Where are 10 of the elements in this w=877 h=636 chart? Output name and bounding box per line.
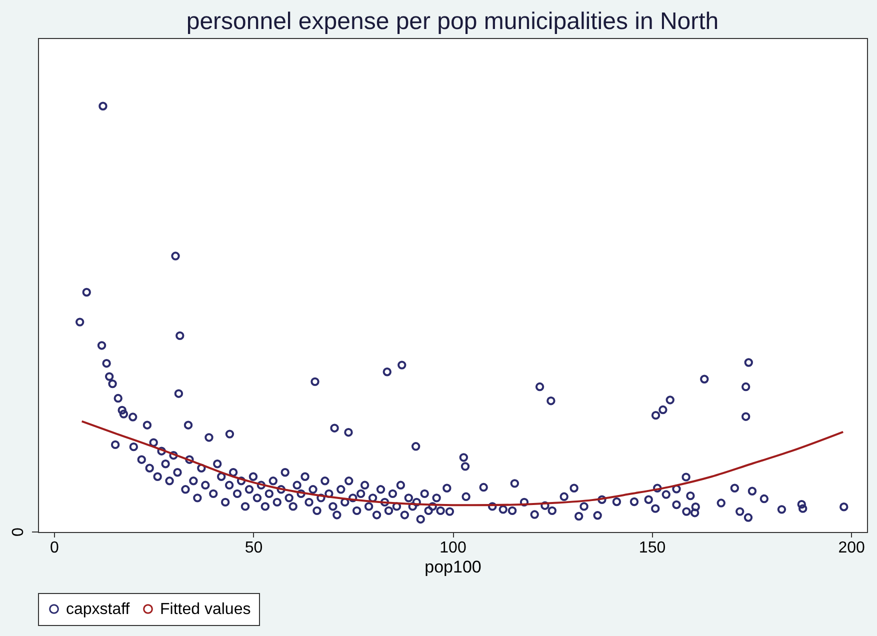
legend-label: Fitted values	[160, 601, 251, 618]
x-tick-label: 100	[440, 540, 466, 556]
text: 0	[10, 527, 27, 536]
x-tick-label: 50	[244, 540, 263, 556]
chart-title: personnel expense per pop municipalities in North	[186, 8, 719, 35]
x-axis-title: pop100	[424, 558, 482, 576]
legend-label: capxstaff	[66, 601, 130, 618]
x-tick-label: 200	[838, 540, 866, 556]
x-tick-label: 150	[638, 540, 666, 556]
x-tick-label: 0	[50, 540, 59, 556]
